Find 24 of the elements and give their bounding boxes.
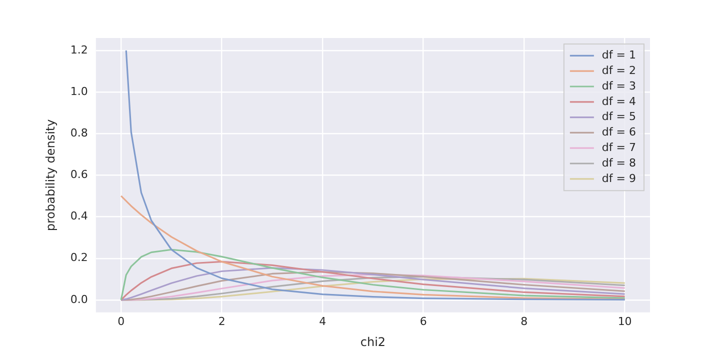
legend-label: df = 7 bbox=[602, 140, 636, 154]
x-tick-label: 8 bbox=[520, 314, 528, 328]
y-tick-label: 0.6 bbox=[70, 168, 88, 182]
legend-label: df = 6 bbox=[602, 126, 636, 139]
legend-label: df = 4 bbox=[602, 94, 636, 108]
y-tick-label: 0.4 bbox=[70, 210, 88, 223]
x-tick-label: 6 bbox=[420, 314, 427, 328]
y-tick-label: 0.2 bbox=[70, 251, 88, 264]
x-tick-label: 2 bbox=[218, 314, 226, 328]
legend-label: df = 9 bbox=[602, 172, 636, 185]
legend-label: df = 2 bbox=[602, 64, 636, 77]
y-tick-label: 1.0 bbox=[70, 84, 88, 98]
x-tick-label: 0 bbox=[118, 314, 125, 328]
legend-label: df = 1 bbox=[602, 48, 636, 62]
y-tick-label: 0.8 bbox=[70, 126, 88, 140]
legend-label: df = 3 bbox=[602, 79, 636, 92]
x-tick-label: 4 bbox=[319, 314, 326, 328]
legend-label: df = 8 bbox=[602, 156, 636, 170]
legend-label: df = 5 bbox=[602, 110, 636, 124]
x-axis-title: chi2 bbox=[360, 334, 386, 349]
y-axis-title: probability density bbox=[43, 119, 58, 232]
y-tick-label: 1.2 bbox=[70, 43, 88, 56]
x-tick-label: 10 bbox=[618, 314, 632, 328]
y-tick-label: 0.0 bbox=[70, 292, 88, 306]
